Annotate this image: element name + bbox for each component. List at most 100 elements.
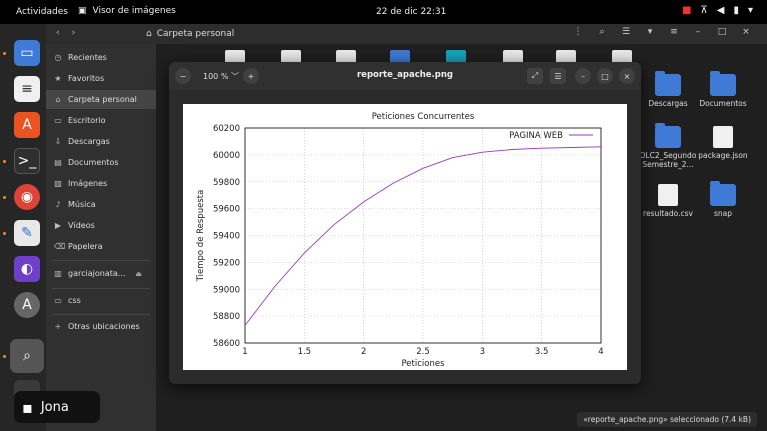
github-desktop-icon[interactable]: ◐ — [14, 256, 40, 282]
clock-icon: ◷ — [54, 53, 62, 62]
sidebar-item-label: Recientes — [68, 53, 107, 62]
grid-item-olc2[interactable]: OLC2_SegundoSemestre_2... — [639, 123, 697, 169]
zoom-value: 100 % — [203, 72, 229, 81]
folder-icon — [655, 71, 681, 96]
y-axis-label: Tiempo de Respuesta — [196, 190, 206, 283]
x-tick-label: 3.5 — [535, 347, 549, 357]
back-icon[interactable]: ‹ — [56, 28, 60, 38]
grid-item-label: snap — [713, 209, 733, 218]
network-icon: ⊼ — [700, 5, 708, 16]
list-view-icon[interactable]: ☰ — [621, 27, 631, 37]
json-file-icon — [713, 126, 733, 148]
zoom-level[interactable]: 100 % ﹀ — [203, 72, 239, 81]
grid-item-snap[interactable]: snap — [694, 181, 752, 218]
desktop-icon: ▭ — [54, 116, 62, 125]
sidebar-item-favoritos[interactable]: ★ Favoritos — [46, 69, 156, 88]
sidebar-item-label: Documentos — [68, 158, 119, 167]
forward-icon[interactable]: › — [71, 28, 76, 38]
sidebar-item-musica[interactable]: ♪ Música — [46, 195, 156, 214]
dock: ▭ ≡ A >_ ◉ ✎ ◐ A ⌕ — [0, 24, 52, 431]
sidebar-item-recientes[interactable]: ◷ Recientes — [46, 48, 156, 67]
grid-item-descargas[interactable]: Descargas — [639, 71, 697, 108]
activities-button[interactable]: Actividades — [16, 7, 68, 17]
file-icon[interactable] — [281, 50, 301, 64]
sidebar-item-label: Escritorio — [68, 116, 106, 125]
hamburger-menu-icon[interactable]: ≡ — [670, 27, 678, 37]
sort-chevron-icon[interactable]: ▾ — [647, 27, 653, 37]
image-viewer-window: − 100 % ﹀ + reporte_apache.png ⤢ ☰ – □ ×… — [169, 62, 641, 384]
text-editor-icon[interactable]: ✎ — [14, 220, 40, 246]
clock[interactable]: 22 de dic 22:31 — [376, 7, 447, 17]
folder-icon — [655, 123, 681, 148]
zoom-in-icon[interactable]: + — [243, 68, 259, 84]
eject-icon[interactable]: ⏏ — [135, 269, 142, 278]
sidebar-item-imagenes[interactable]: ▨ Imágenes — [46, 174, 156, 193]
home-icon: ⌂ — [55, 95, 61, 104]
image-viewer-icon: ▣ — [78, 6, 87, 16]
sidebar-item-videos[interactable]: ▶ Vídeos — [46, 216, 156, 235]
sidebar-divider — [52, 288, 150, 289]
maximize-icon[interactable]: □ — [597, 68, 613, 84]
sidebar-item-css[interactable]: ▭ css — [46, 291, 156, 310]
sidebar-item-drive[interactable]: ▥ garciajonata... ⏏ — [46, 264, 156, 283]
csv-file-icon — [658, 184, 678, 206]
sidebar-item-documentos[interactable]: ▤ Documentos — [46, 153, 156, 172]
toast-name: Jona — [40, 399, 69, 415]
x-tick-label: 1 — [242, 347, 247, 357]
sidebar-item-carpeta-personal[interactable]: ⌂ Carpeta personal — [46, 90, 156, 109]
sidebar-item-label: Papelera — [68, 242, 103, 251]
user-toast[interactable]: ▪ Jona — [14, 391, 100, 423]
folder-icon[interactable] — [390, 50, 410, 64]
sidebar-item-otras-ubicaciones[interactable]: + Otras ubicaciones — [46, 317, 156, 336]
files-app-icon[interactable]: ▭ — [14, 40, 40, 66]
close-icon[interactable]: × — [742, 27, 750, 37]
y-tick-label: 59800 — [213, 178, 240, 188]
x-axis-label: Peticiones — [401, 359, 445, 369]
chrome-icon[interactable]: ◉ — [14, 184, 40, 210]
terminal-icon[interactable]: >_ — [14, 148, 40, 174]
path-label: Carpeta personal — [156, 29, 235, 39]
navigation-buttons: ‹ › — [56, 28, 75, 38]
software-center-icon[interactable]: A — [14, 112, 40, 138]
close-icon[interactable]: × — [619, 68, 635, 84]
app-menu[interactable]: ▣ Visor de imágenes — [78, 6, 176, 16]
grid-item-label: resultado.csv — [643, 209, 693, 218]
android-studio-icon[interactable]: A — [14, 292, 40, 318]
y-tick-label: 59000 — [213, 285, 240, 295]
folder-icon — [710, 71, 736, 96]
download-folder-icon[interactable] — [446, 50, 466, 64]
menu-kebab-icon[interactable]: ⋮ — [573, 27, 583, 37]
file-icon[interactable] — [225, 50, 245, 64]
maximize-icon[interactable]: □ — [717, 27, 727, 37]
path-bar[interactable]: ⌂ Carpeta personal — [146, 29, 234, 39]
file-icon[interactable] — [612, 50, 632, 64]
grid-item-package-json[interactable]: package.json — [694, 126, 752, 160]
minimize-icon[interactable]: – — [695, 27, 701, 37]
writer-app-icon[interactable]: ≡ — [14, 76, 40, 102]
system-tray[interactable]: ■ ⊼ ◀ ▮ ▾ — [682, 5, 753, 16]
sidebar-item-descargas[interactable]: ⇩ Descargas — [46, 132, 156, 151]
image-icon: ▨ — [54, 179, 62, 188]
sidebar-item-label: Carpeta personal — [68, 95, 137, 104]
sidebar-item-papelera[interactable]: ⌫ Papelera — [46, 237, 156, 256]
sidebar-item-label: Imágenes — [68, 179, 108, 188]
running-indicator — [3, 232, 6, 235]
line-chart: 1 1.5 2 2.5 3 3.5 4 58600 58800 59000 59200 59400 59… — [196, 112, 604, 369]
sidebar-item-escritorio[interactable]: ▭ Escritorio — [46, 111, 156, 130]
zoom-out-icon[interactable]: − — [175, 68, 191, 84]
file-icon[interactable] — [336, 50, 356, 64]
sidebar-item-label: Vídeos — [68, 221, 95, 230]
book-icon[interactable] — [556, 50, 576, 64]
menu-icon[interactable]: ☰ — [550, 68, 566, 84]
grid-item-resultado-csv[interactable]: resultado.csv — [639, 184, 697, 218]
y-tick-label: 58600 — [213, 339, 240, 349]
record-icon[interactable]: ■ — [681, 5, 692, 16]
grid-item-documentos[interactable]: Documentos — [694, 71, 752, 108]
chart-title: Peticiones Concurrentes — [372, 112, 475, 122]
book-icon[interactable] — [503, 50, 523, 64]
minimize-icon[interactable]: – — [575, 68, 591, 84]
y-tick-label: 60200 — [213, 124, 240, 134]
fullscreen-icon[interactable]: ⤢ — [527, 68, 543, 84]
image-viewer-dock-icon[interactable]: ⌕ — [10, 339, 44, 373]
search-icon[interactable]: ⌕ — [599, 27, 605, 37]
